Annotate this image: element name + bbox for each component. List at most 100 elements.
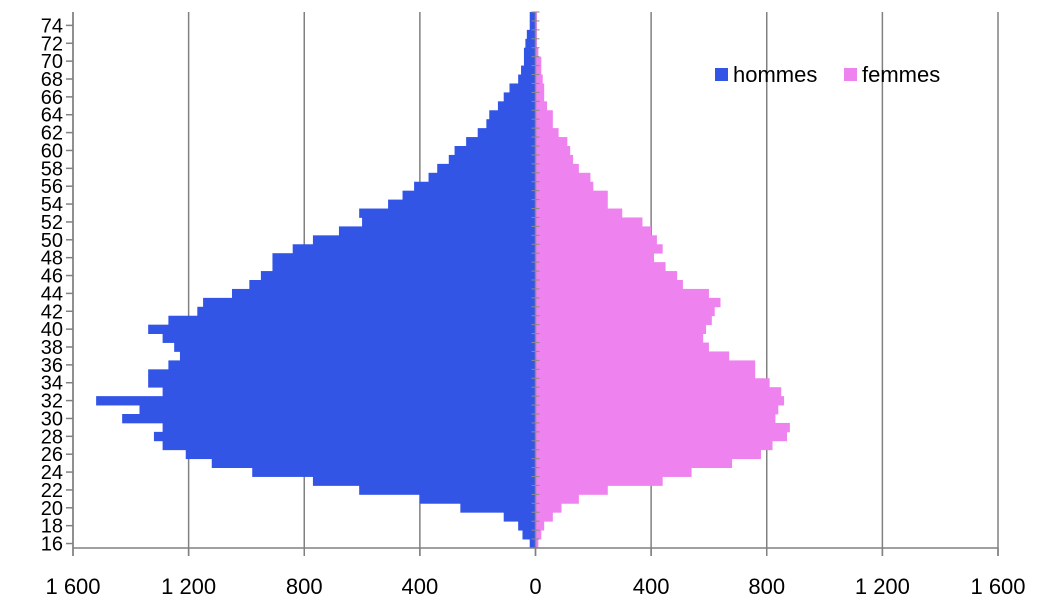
bar-hommes	[466, 137, 536, 147]
bar-hommes	[503, 92, 536, 102]
bar-hommes	[518, 521, 536, 531]
bar-femmes	[535, 315, 712, 326]
bar-hommes	[148, 378, 536, 388]
bar-hommes	[529, 12, 536, 22]
x-tick-label: 0	[529, 574, 541, 599]
y-tick-label: 16	[41, 534, 63, 556]
bar-femmes	[535, 47, 539, 58]
y-tick-label: 74	[41, 15, 63, 37]
bar-hommes	[252, 467, 536, 477]
bar-hommes	[529, 20, 536, 31]
y-tick-label: 40	[41, 319, 63, 341]
bar-femmes	[535, 244, 663, 254]
bar-hommes	[260, 271, 536, 281]
y-tick-label: 22	[41, 480, 63, 502]
bar-hommes	[509, 83, 536, 93]
y-tick-label: 30	[41, 408, 63, 430]
bar-femmes	[535, 199, 608, 209]
bars-layer	[96, 12, 790, 549]
bar-femmes	[535, 137, 568, 147]
bar-hommes	[419, 494, 536, 504]
bar-hommes	[203, 297, 536, 308]
bar-hommes	[529, 539, 536, 549]
bar-femmes	[535, 253, 655, 263]
bar-femmes	[535, 74, 543, 84]
y-tick-label: 64	[41, 105, 63, 127]
bar-femmes	[535, 503, 562, 513]
bar-hommes	[497, 101, 536, 111]
bar-hommes	[139, 405, 536, 415]
bar-hommes	[148, 324, 536, 334]
bar-femmes	[535, 110, 553, 120]
bar-femmes	[535, 414, 776, 424]
bar-hommes	[437, 163, 536, 174]
y-tick-label: 56	[41, 176, 63, 198]
bar-femmes	[535, 217, 643, 227]
bar-hommes	[122, 414, 536, 424]
y-axis: 1618202224262830323436384042444648505254…	[41, 12, 74, 556]
bar-hommes	[523, 56, 536, 66]
y-tick-label: 46	[41, 266, 63, 288]
bar-femmes	[535, 458, 733, 468]
bar-femmes	[535, 226, 652, 236]
bar-femmes	[535, 271, 678, 281]
bar-hommes	[338, 226, 536, 236]
bar-hommes	[526, 29, 536, 40]
bar-femmes	[535, 360, 756, 370]
bar-hommes	[312, 476, 536, 486]
bar-hommes	[460, 503, 536, 513]
bar-femmes	[535, 262, 666, 272]
bar-femmes	[535, 485, 608, 495]
bar-hommes	[523, 47, 536, 58]
bar-femmes	[535, 92, 545, 102]
bar-hommes	[179, 351, 536, 361]
bar-hommes	[503, 512, 536, 522]
bar-hommes	[197, 306, 536, 317]
x-tick-label: 1 600	[45, 574, 100, 599]
bar-femmes	[535, 190, 608, 200]
bar-hommes	[486, 119, 536, 129]
bar-hommes	[428, 172, 536, 183]
bar-femmes	[535, 494, 579, 504]
bar-hommes	[231, 288, 536, 299]
bar-hommes	[359, 485, 536, 495]
bar-femmes	[535, 146, 571, 156]
x-tick-label: 800	[286, 574, 323, 599]
y-tick-label: 34	[41, 373, 63, 395]
bar-hommes	[388, 199, 536, 209]
y-tick-label: 44	[41, 283, 63, 305]
bar-hommes	[272, 262, 536, 272]
y-tick-label: 20	[41, 498, 63, 520]
bar-femmes	[535, 476, 663, 486]
bar-femmes	[535, 154, 574, 165]
y-tick-label: 70	[41, 51, 63, 73]
bar-femmes	[535, 378, 770, 388]
y-tick-label: 28	[41, 426, 63, 448]
x-tick-label: 400	[402, 574, 439, 599]
y-tick-label: 72	[41, 33, 63, 55]
bar-femmes	[535, 396, 785, 406]
bar-hommes	[448, 154, 536, 165]
bar-femmes	[535, 387, 782, 397]
bar-femmes	[535, 306, 715, 317]
bar-hommes	[148, 369, 536, 379]
x-tick-label: 400	[633, 574, 670, 599]
y-tick-label: 32	[41, 391, 63, 413]
bar-femmes	[535, 449, 761, 460]
bar-femmes	[535, 128, 559, 138]
bar-hommes	[518, 74, 536, 84]
bar-femmes	[535, 324, 707, 334]
bar-femmes	[535, 333, 704, 343]
bar-hommes	[525, 38, 536, 49]
y-tick-label: 38	[41, 337, 63, 359]
bar-femmes	[535, 369, 756, 379]
bar-hommes	[96, 396, 536, 406]
y-tick-label: 66	[41, 87, 63, 109]
x-tick-label: 1 600	[970, 574, 1025, 599]
bar-hommes	[414, 181, 536, 192]
bar-femmes	[535, 512, 553, 522]
y-tick-label: 60	[41, 140, 63, 162]
legend-swatch-hommes	[715, 68, 728, 81]
legend: hommes femmes	[715, 62, 940, 87]
